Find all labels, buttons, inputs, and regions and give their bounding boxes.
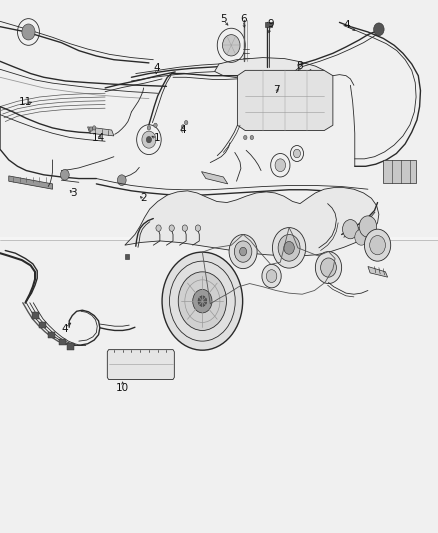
Polygon shape xyxy=(32,312,39,319)
Circle shape xyxy=(181,125,185,129)
Circle shape xyxy=(184,120,188,125)
Text: 14: 14 xyxy=(92,133,105,142)
Polygon shape xyxy=(9,176,53,189)
Circle shape xyxy=(147,126,151,130)
Polygon shape xyxy=(265,22,272,27)
Text: 7: 7 xyxy=(273,85,280,94)
Polygon shape xyxy=(125,188,379,256)
Circle shape xyxy=(315,252,342,284)
Circle shape xyxy=(250,135,254,140)
Polygon shape xyxy=(0,241,438,533)
Text: 8: 8 xyxy=(297,61,304,71)
Circle shape xyxy=(321,258,336,277)
Text: 5: 5 xyxy=(220,14,227,23)
Circle shape xyxy=(193,289,212,313)
Text: 10: 10 xyxy=(116,383,129,393)
Polygon shape xyxy=(0,0,438,237)
Polygon shape xyxy=(59,339,66,345)
Circle shape xyxy=(275,159,286,172)
Circle shape xyxy=(244,135,247,140)
Circle shape xyxy=(293,149,300,158)
Circle shape xyxy=(162,252,243,350)
Circle shape xyxy=(343,220,358,239)
Text: 11: 11 xyxy=(19,98,32,107)
Circle shape xyxy=(359,216,377,237)
Text: 9: 9 xyxy=(267,19,274,29)
Polygon shape xyxy=(368,266,388,277)
Circle shape xyxy=(195,225,201,231)
Text: 2: 2 xyxy=(140,193,147,203)
Polygon shape xyxy=(88,127,114,136)
Circle shape xyxy=(169,225,174,231)
Circle shape xyxy=(198,296,207,306)
Polygon shape xyxy=(125,254,129,259)
Text: 4: 4 xyxy=(153,63,160,73)
Circle shape xyxy=(284,241,294,254)
Polygon shape xyxy=(39,322,46,328)
Circle shape xyxy=(272,228,306,268)
Polygon shape xyxy=(215,58,324,80)
Text: 4: 4 xyxy=(343,20,350,29)
Circle shape xyxy=(370,236,385,255)
Circle shape xyxy=(364,229,391,261)
Polygon shape xyxy=(48,332,55,338)
Circle shape xyxy=(92,126,96,130)
Circle shape xyxy=(156,225,161,231)
Text: 6: 6 xyxy=(240,14,247,23)
Polygon shape xyxy=(383,160,416,183)
Circle shape xyxy=(117,175,126,185)
Circle shape xyxy=(355,229,368,245)
Circle shape xyxy=(178,272,226,330)
Polygon shape xyxy=(67,343,74,350)
Circle shape xyxy=(229,235,257,269)
Text: 1: 1 xyxy=(153,133,160,142)
Text: 3: 3 xyxy=(70,188,77,198)
Text: 4: 4 xyxy=(180,125,187,135)
Circle shape xyxy=(60,169,69,180)
Polygon shape xyxy=(237,70,333,131)
Circle shape xyxy=(89,127,93,131)
Circle shape xyxy=(223,35,240,56)
Circle shape xyxy=(22,24,35,40)
Circle shape xyxy=(182,225,187,231)
Circle shape xyxy=(374,23,384,36)
Polygon shape xyxy=(201,172,228,184)
Circle shape xyxy=(154,123,157,127)
Circle shape xyxy=(142,131,156,148)
Circle shape xyxy=(278,235,300,261)
Circle shape xyxy=(266,270,277,282)
Polygon shape xyxy=(107,350,174,379)
Circle shape xyxy=(262,264,281,288)
Circle shape xyxy=(240,247,247,256)
Circle shape xyxy=(234,241,252,262)
Text: 4: 4 xyxy=(61,325,68,334)
Circle shape xyxy=(146,136,152,143)
